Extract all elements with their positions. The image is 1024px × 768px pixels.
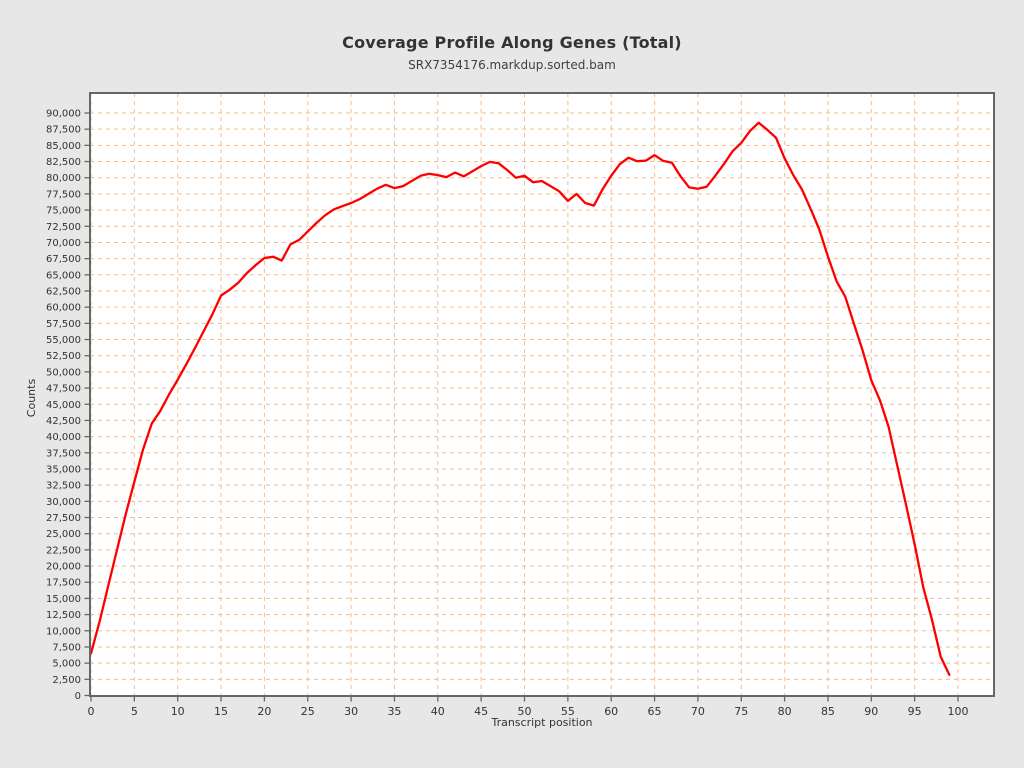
x-tick-label: 55 [561,705,575,718]
x-tick-label: 0 [88,705,95,718]
y-axis-tick-labels: 0 2,500 5,000 7,500 10,000 12,500 15,000 17,500… [46,109,81,702]
y-tick-label: 47,500 [46,384,81,395]
x-tick-label: 95 [908,705,922,718]
y-tick-label: 55,000 [46,335,81,346]
y-tick-label: 17,500 [46,578,81,589]
y-tick-label: 5,000 [52,659,81,670]
x-tick-label: 80 [778,705,792,718]
y-tick-label: 60,000 [46,303,81,314]
y-tick-label: 32,500 [46,481,81,492]
y-tick-label: 90,000 [46,109,81,120]
chart-title: Coverage Profile Along Genes (Total) [342,33,682,52]
y-tick-label: 77,500 [46,189,81,200]
y-tick-label: 82,500 [46,157,81,168]
y-tick-label: 62,500 [46,286,81,297]
plot-frame [89,92,995,697]
x-tick-label: 10 [171,705,185,718]
y-tick-label: 70,000 [46,238,81,249]
y-tick-label: 75,000 [46,206,81,217]
y-tick-label: 50,000 [46,367,81,378]
y-tick-label: 30,000 [46,497,81,508]
x-tick-label: 100 [948,705,969,718]
y-tick-label: 45,000 [46,400,81,411]
x-tick-label: 45 [474,705,488,718]
y-tick-label: 20,000 [46,562,81,573]
x-axis-label: Transcript position [490,716,592,729]
x-tick-label: 50 [518,705,532,718]
chart-subtitle: SRX7354176.markdup.sorted.bam [408,58,616,72]
y-tick-label: 12,500 [46,610,81,621]
y-tick-label: 52,500 [46,351,81,362]
x-tick-label: 15 [214,705,228,718]
y-tick-label: 85,000 [46,141,81,152]
x-tick-label: 60 [604,705,618,718]
x-tick-label: 85 [821,705,835,718]
y-tick-label: 15,000 [46,594,81,605]
coverage-series-line [89,121,951,676]
x-tick-label: 65 [648,705,662,718]
x-tick-label: 30 [344,705,358,718]
y-tick-label: 25,000 [46,529,81,540]
y-axis-label: Counts [25,379,38,418]
horizontal-gridlines [90,112,994,696]
x-axis-tick-labels: 0 5 10 15 20 25 30 35 40 45 50 55 60 65 70 75 80 85 90 95 10… [88,705,969,718]
x-tick-label: 70 [691,705,705,718]
y-tick-label: 7,500 [52,642,81,653]
y-tick-label: 22,500 [46,545,81,556]
x-tick-label: 75 [734,705,748,718]
y-tick-label: 2,500 [52,675,81,686]
y-tick-label: 0 [75,691,81,702]
y-tick-label: 57,500 [46,319,81,330]
y-tick-label: 37,500 [46,448,81,459]
x-tick-label: 90 [864,705,878,718]
x-tick-label: 40 [431,705,445,718]
plot-area [90,93,994,696]
x-tick-label: 5 [131,705,138,718]
x-tick-label: 35 [387,705,401,718]
y-tick-label: 72,500 [46,222,81,233]
y-tick-label: 67,500 [46,254,81,265]
x-tick-label: 20 [257,705,271,718]
y-tick-label: 80,000 [46,173,81,184]
y-tick-label: 65,000 [46,270,81,281]
y-tick-label: 42,500 [46,416,81,427]
x-tick-label: 25 [301,705,315,718]
y-tick-label: 40,000 [46,432,81,443]
y-tick-label: 87,500 [46,125,81,136]
y-tick-label: 10,000 [46,626,81,637]
y-tick-label: 35,000 [46,464,81,475]
y-tick-label: 27,500 [46,513,81,524]
